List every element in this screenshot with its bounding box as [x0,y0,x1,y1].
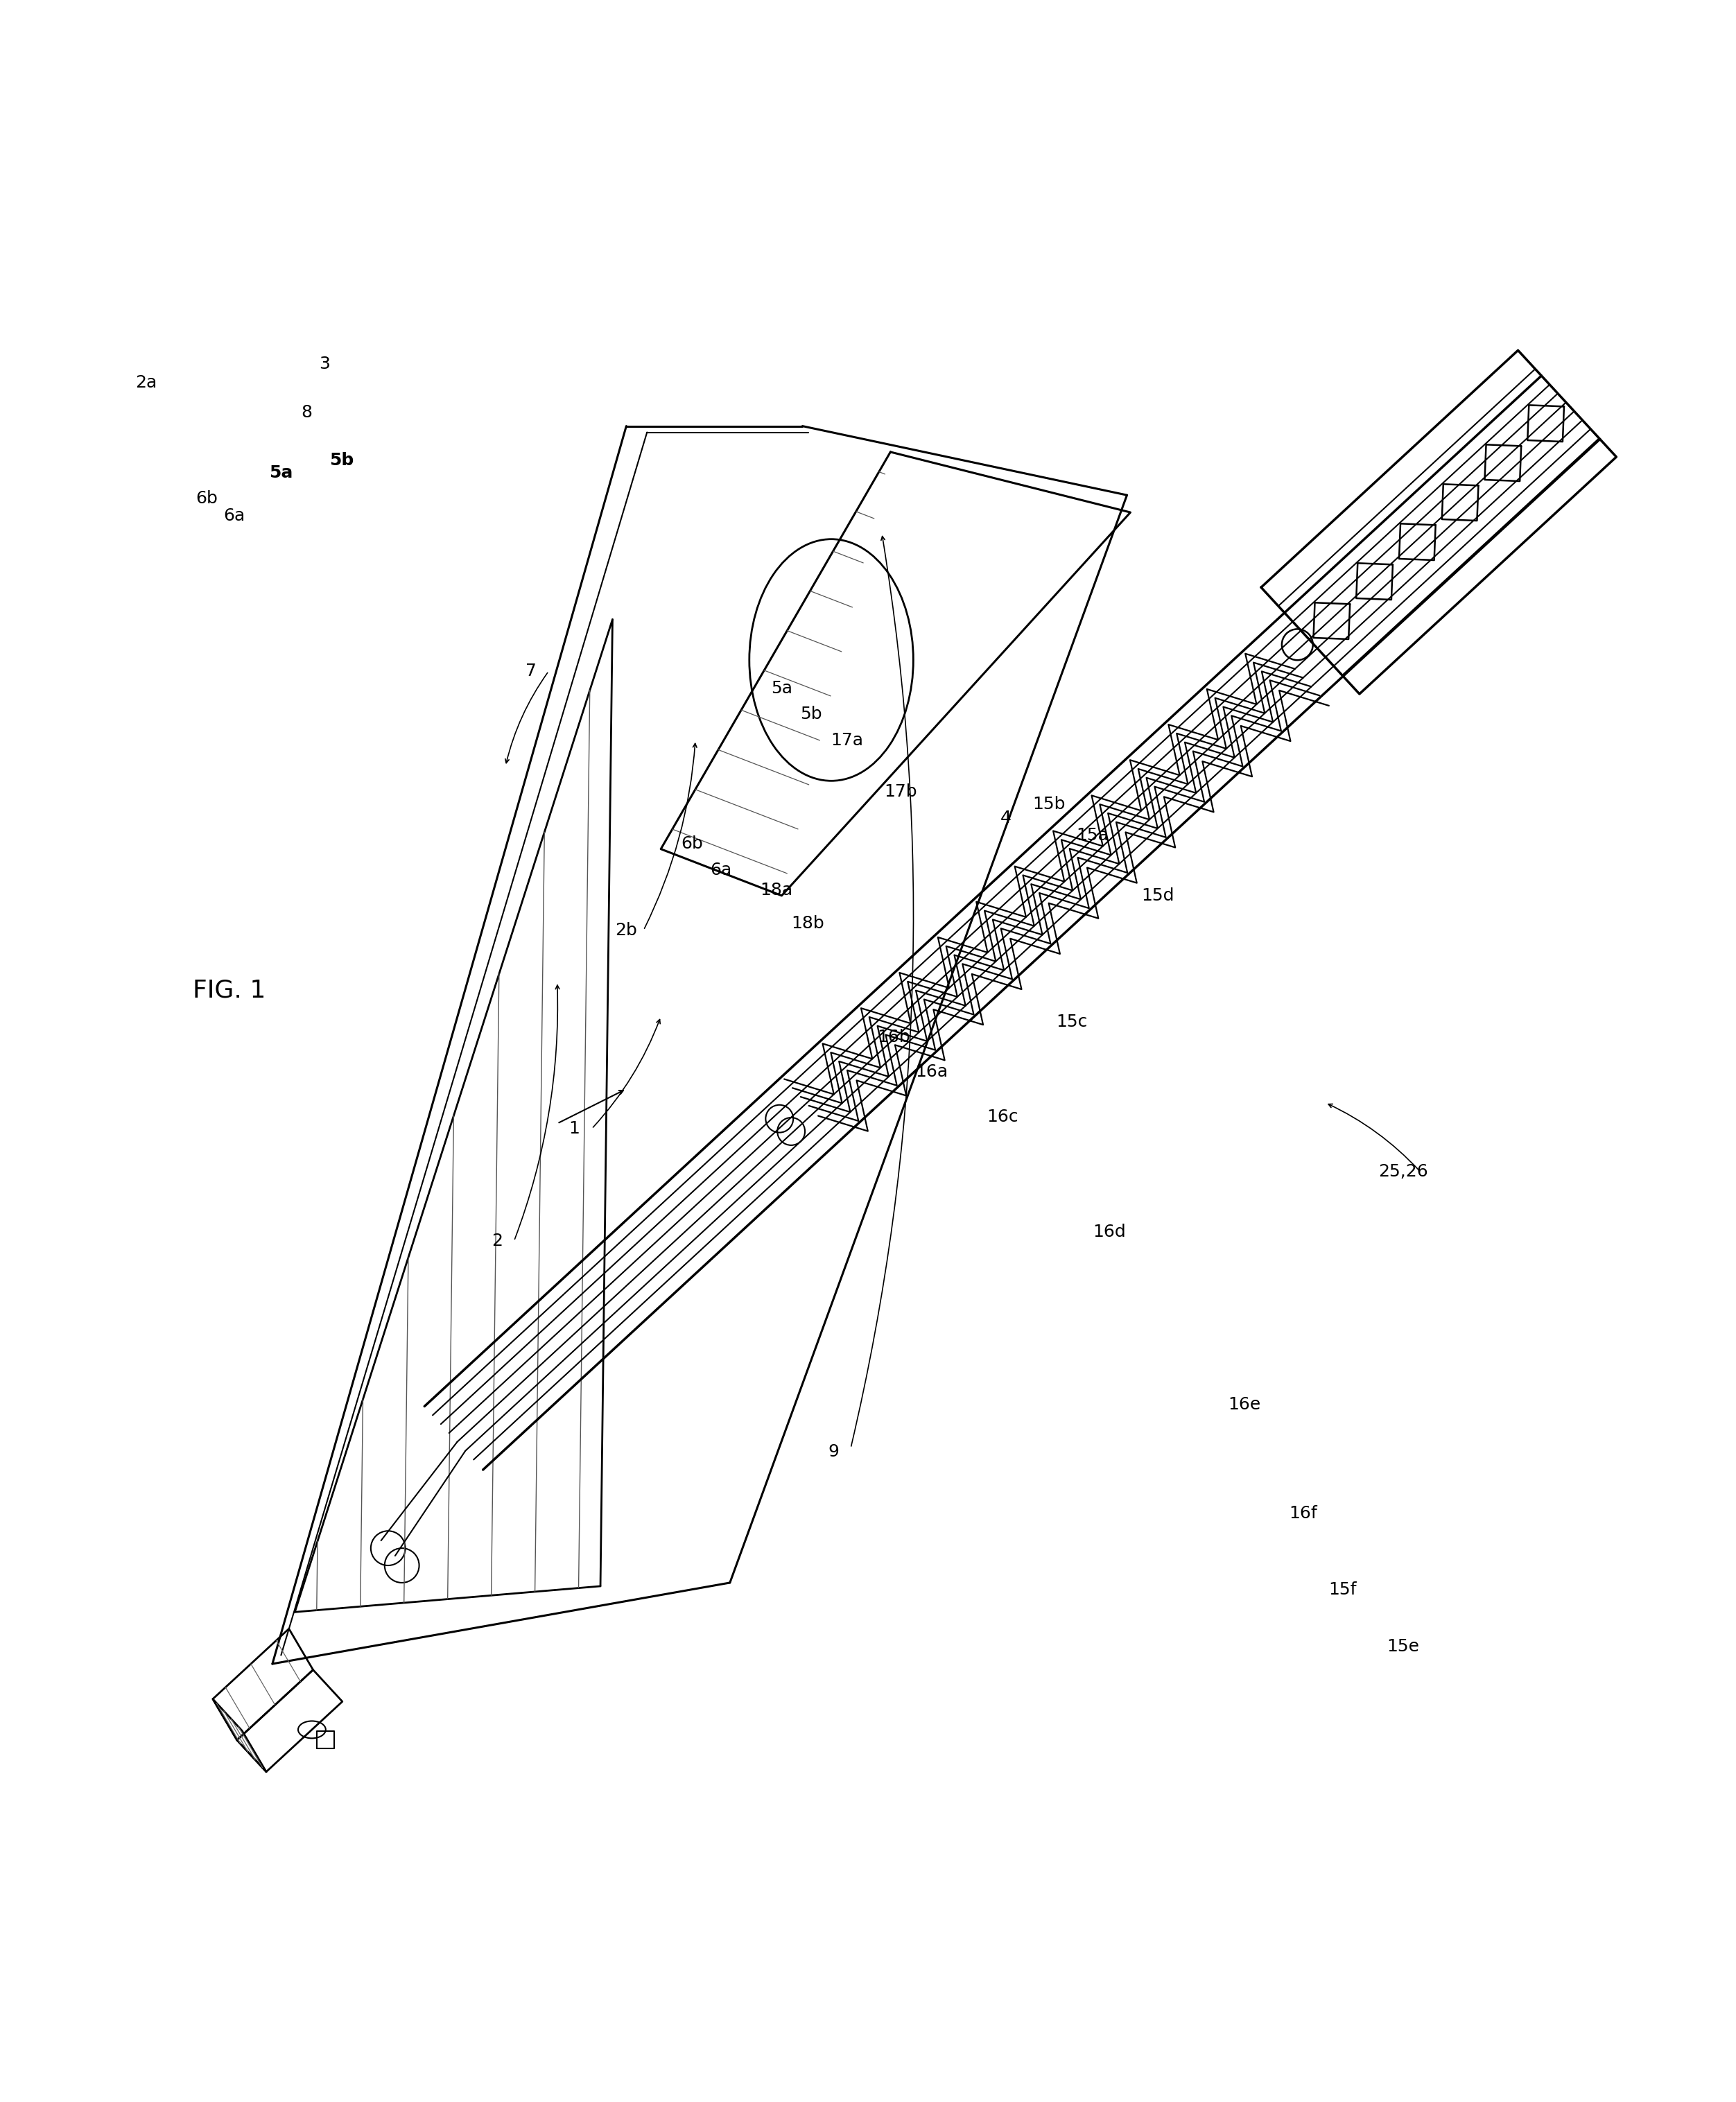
Text: 16a: 16a [915,1064,948,1080]
Text: 9: 9 [828,1444,838,1459]
Text: 16d: 16d [1094,1223,1127,1240]
Text: 7: 7 [526,662,536,679]
Text: 5b: 5b [800,706,821,723]
Text: 17b: 17b [884,784,917,801]
Text: 2: 2 [491,1232,502,1249]
Text: 1: 1 [569,1120,580,1137]
Text: 5a: 5a [269,465,293,481]
Text: 15c: 15c [1055,1013,1087,1030]
Text: 5a: 5a [771,681,792,696]
Text: 6b: 6b [196,490,217,507]
Text: 16b: 16b [877,1028,910,1045]
Text: 3: 3 [319,355,330,372]
Text: FIG. 1: FIG. 1 [193,980,266,1003]
Text: 2b: 2b [615,923,637,937]
Text: 15d: 15d [1142,887,1175,904]
Text: 16f: 16f [1288,1505,1318,1522]
Text: 16c: 16c [986,1108,1019,1125]
Text: 4: 4 [1000,809,1012,826]
Text: 25,26: 25,26 [1378,1165,1429,1179]
Text: 15e: 15e [1387,1637,1420,1654]
Text: 8: 8 [302,404,312,420]
Text: 15a: 15a [1076,826,1109,843]
Text: 16e: 16e [1227,1396,1260,1413]
Text: 6a: 6a [710,862,733,879]
Text: 6b: 6b [681,834,703,851]
Text: 2a: 2a [135,374,158,391]
Text: 6a: 6a [224,507,245,523]
Text: 15b: 15b [1033,797,1066,813]
Text: 5b: 5b [330,452,354,469]
Text: 18a: 18a [760,883,793,900]
Text: 15f: 15f [1328,1581,1358,1598]
Text: 17a: 17a [832,731,863,748]
Text: 18b: 18b [792,914,825,931]
